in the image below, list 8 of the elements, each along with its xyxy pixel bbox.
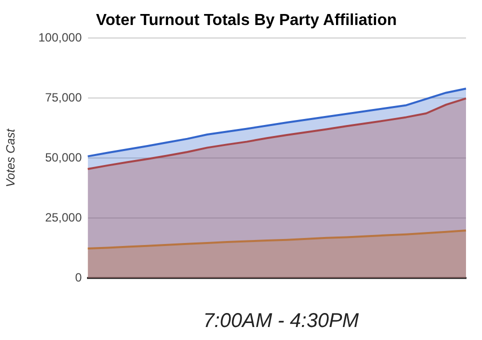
- y-tick-label: 25,000: [45, 210, 82, 224]
- y-tick-label: 100,000: [38, 30, 82, 44]
- x-axis-title: 7:00AM - 4:30PM: [202, 310, 360, 333]
- chart-title: Voter Turnout Totals By Party Affiliation: [96, 12, 397, 30]
- y-tick-label: 50,000: [45, 150, 82, 164]
- y-tick-label: 75,000: [45, 90, 82, 104]
- y-tick-label: 0: [75, 270, 82, 284]
- y-axis-title: Votes Cast: [4, 128, 18, 188]
